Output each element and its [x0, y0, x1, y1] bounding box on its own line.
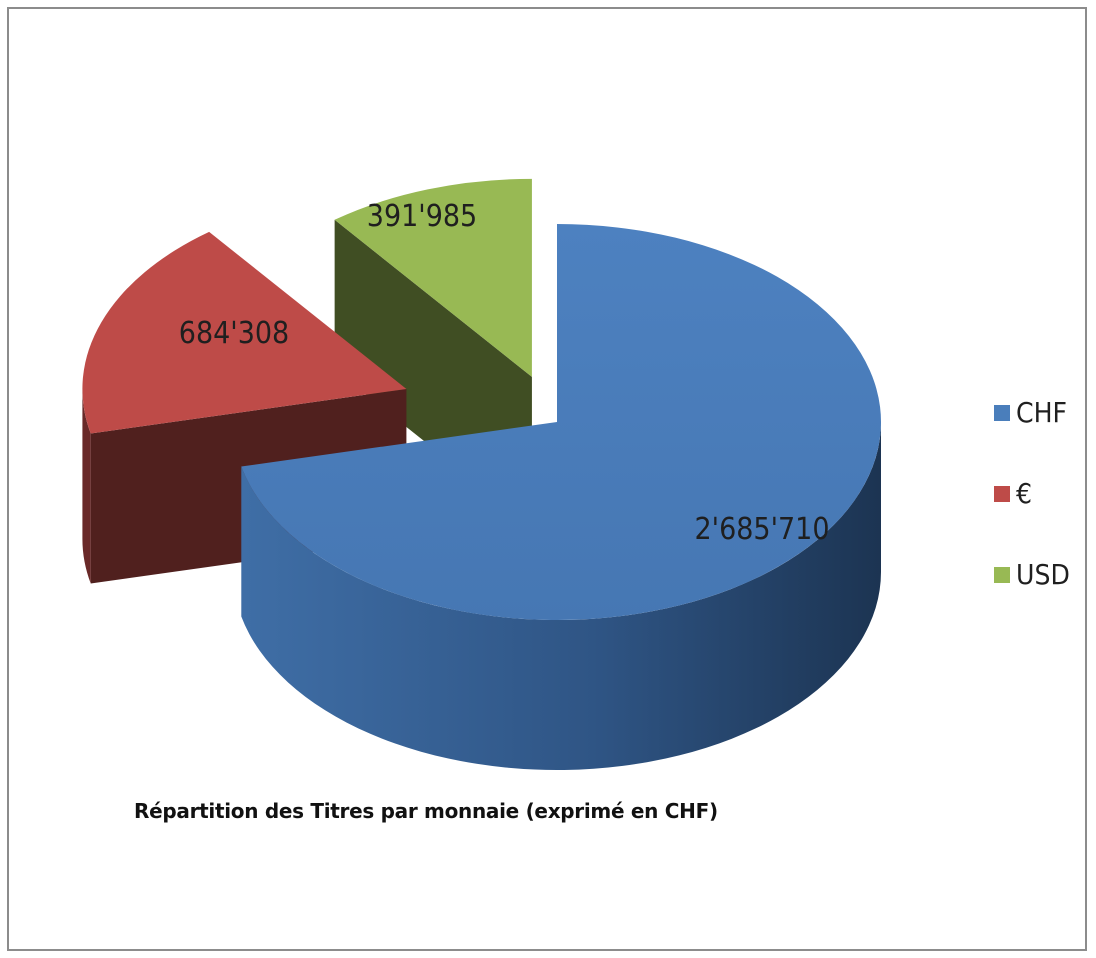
- legend-label-chf: CHF: [1016, 396, 1068, 429]
- legend: CHF € USD: [994, 397, 1089, 640]
- pie-top-eur: [82, 231, 407, 434]
- pie-chart: 2'685'710 684'308 391'985: [82, 178, 881, 771]
- legend-swatch-usd: [994, 567, 1010, 583]
- pie-side-eur-outer: [82, 388, 91, 584]
- pie-side-chf-outer: [241, 422, 881, 771]
- pie-top-chf: [241, 224, 881, 620]
- legend-item-chf: CHF: [994, 397, 1089, 429]
- chart-title: Répartition des Titres par monnaie (expr…: [134, 799, 718, 823]
- legend-label-usd: USD: [1016, 558, 1070, 591]
- legend-item-usd: USD: [994, 559, 1089, 591]
- pie-top-usd: [334, 178, 532, 377]
- legend-item-eur: €: [994, 478, 1089, 510]
- data-label-eur: 684'308: [179, 316, 289, 351]
- legend-swatch-eur: [994, 486, 1010, 502]
- data-label-chf: 2'685'710: [695, 512, 830, 547]
- chart-area: 2'685'710 684'308 391'985 CHF € USD Répart…: [7, 7, 1087, 951]
- data-label-usd: 391'985: [367, 199, 477, 234]
- legend-label-eur: €: [1016, 477, 1033, 510]
- legend-swatch-chf: [994, 405, 1010, 421]
- pie-slice-chf: [241, 224, 881, 771]
